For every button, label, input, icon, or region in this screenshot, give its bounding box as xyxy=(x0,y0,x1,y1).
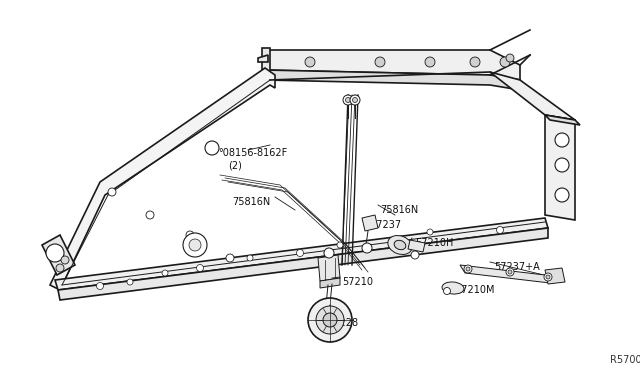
Polygon shape xyxy=(318,255,340,281)
Circle shape xyxy=(500,57,510,67)
Circle shape xyxy=(346,97,351,103)
Circle shape xyxy=(46,244,64,262)
Circle shape xyxy=(296,250,303,257)
Circle shape xyxy=(146,211,154,219)
Circle shape xyxy=(425,57,435,67)
Circle shape xyxy=(247,255,253,261)
Polygon shape xyxy=(265,50,520,80)
Text: 57237+A: 57237+A xyxy=(494,262,540,272)
Polygon shape xyxy=(50,68,275,290)
Circle shape xyxy=(497,227,504,234)
Polygon shape xyxy=(545,115,580,125)
Circle shape xyxy=(555,188,569,202)
Ellipse shape xyxy=(442,282,464,294)
Circle shape xyxy=(466,267,470,271)
Text: R570000M: R570000M xyxy=(610,355,640,365)
Circle shape xyxy=(127,279,133,285)
Circle shape xyxy=(337,242,343,248)
Circle shape xyxy=(555,133,569,147)
Text: 75816N: 75816N xyxy=(232,197,270,207)
Circle shape xyxy=(353,97,358,103)
Circle shape xyxy=(162,270,168,276)
Circle shape xyxy=(196,264,204,272)
Polygon shape xyxy=(42,235,75,275)
Polygon shape xyxy=(460,265,550,283)
Circle shape xyxy=(444,288,451,295)
Polygon shape xyxy=(100,70,270,190)
Circle shape xyxy=(226,254,234,262)
Circle shape xyxy=(470,57,480,67)
Circle shape xyxy=(316,306,344,334)
Polygon shape xyxy=(265,70,520,90)
Circle shape xyxy=(350,95,360,105)
Circle shape xyxy=(555,158,569,172)
Circle shape xyxy=(97,282,104,289)
Text: 57210: 57210 xyxy=(342,277,373,287)
Polygon shape xyxy=(55,218,548,290)
Text: B: B xyxy=(209,144,215,153)
Polygon shape xyxy=(490,72,575,120)
Circle shape xyxy=(183,233,207,257)
Polygon shape xyxy=(258,55,268,62)
Circle shape xyxy=(305,57,315,67)
Circle shape xyxy=(427,229,433,235)
Text: 57237: 57237 xyxy=(370,220,401,230)
Circle shape xyxy=(375,57,385,67)
Circle shape xyxy=(205,141,219,155)
Circle shape xyxy=(323,313,337,327)
Circle shape xyxy=(508,270,512,274)
Circle shape xyxy=(343,95,353,105)
Polygon shape xyxy=(320,278,340,288)
Polygon shape xyxy=(55,185,105,290)
Circle shape xyxy=(189,239,201,251)
Circle shape xyxy=(324,248,334,258)
Ellipse shape xyxy=(388,235,412,254)
Text: 57210H: 57210H xyxy=(415,238,453,248)
Circle shape xyxy=(108,188,116,196)
Circle shape xyxy=(506,54,514,62)
Circle shape xyxy=(308,298,352,342)
Polygon shape xyxy=(362,215,378,231)
Text: 75816N: 75816N xyxy=(380,205,419,215)
Polygon shape xyxy=(58,228,548,300)
Circle shape xyxy=(546,275,550,279)
Text: 57210M: 57210M xyxy=(455,285,495,295)
Polygon shape xyxy=(545,268,565,284)
Circle shape xyxy=(362,243,372,253)
Circle shape xyxy=(61,256,69,264)
Text: °08156-8162F: °08156-8162F xyxy=(218,148,287,158)
Circle shape xyxy=(56,264,64,272)
Text: 57228: 57228 xyxy=(327,318,358,328)
Circle shape xyxy=(544,273,552,281)
Circle shape xyxy=(186,231,194,239)
Circle shape xyxy=(506,268,514,276)
Polygon shape xyxy=(262,48,270,85)
Text: (2): (2) xyxy=(228,160,242,170)
Circle shape xyxy=(411,251,419,259)
Polygon shape xyxy=(545,115,575,220)
Circle shape xyxy=(464,265,472,273)
Ellipse shape xyxy=(394,240,406,250)
Polygon shape xyxy=(408,240,425,252)
Circle shape xyxy=(397,237,403,244)
